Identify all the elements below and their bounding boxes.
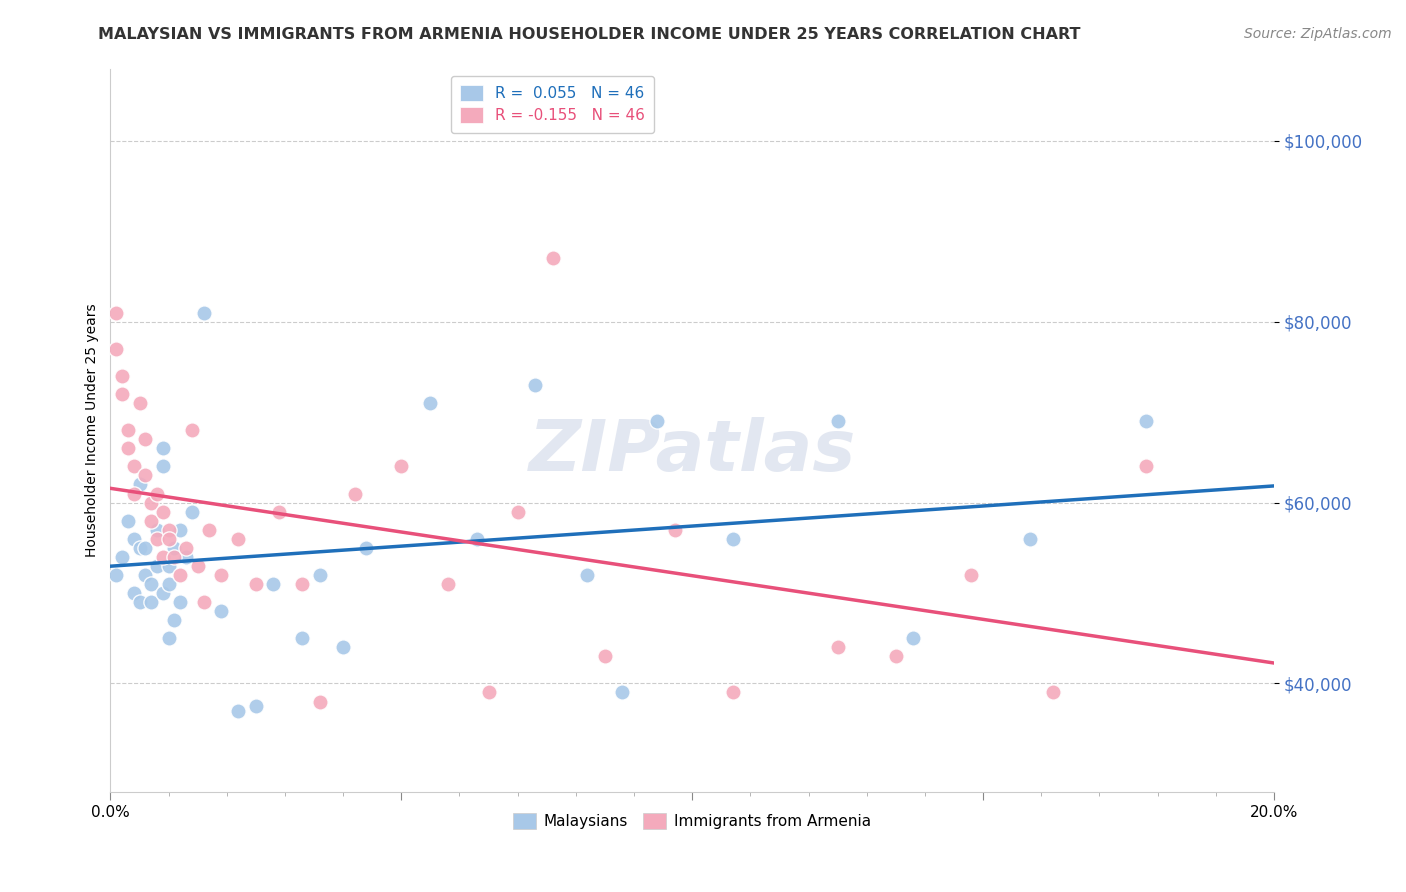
Point <box>827 414 849 428</box>
Y-axis label: Householder Income Under 25 years: Householder Income Under 25 years <box>86 303 100 557</box>
Point <box>157 577 180 591</box>
Point <box>389 459 412 474</box>
Point <box>576 568 599 582</box>
Point <box>180 505 202 519</box>
Point <box>827 640 849 655</box>
Point <box>664 523 686 537</box>
Point <box>157 523 180 537</box>
Point <box>343 486 366 500</box>
Text: ZIPatlas: ZIPatlas <box>529 417 856 486</box>
Point <box>332 640 354 655</box>
Point <box>117 514 139 528</box>
Point <box>356 541 378 555</box>
Point <box>721 532 744 546</box>
Point <box>105 342 128 356</box>
Point <box>262 577 284 591</box>
Point <box>437 577 460 591</box>
Point <box>193 595 215 609</box>
Text: Source: ZipAtlas.com: Source: ZipAtlas.com <box>1244 27 1392 41</box>
Point <box>122 459 145 474</box>
Point <box>152 505 174 519</box>
Point <box>139 495 162 509</box>
Point <box>478 685 501 699</box>
Point <box>960 568 983 582</box>
Point <box>128 477 150 491</box>
Point <box>465 532 488 546</box>
Point <box>647 414 669 428</box>
Point <box>122 486 145 500</box>
Point <box>180 423 202 437</box>
Point <box>721 685 744 699</box>
Point <box>593 649 616 664</box>
Point <box>139 595 162 609</box>
Point <box>174 549 197 564</box>
Point <box>152 442 174 456</box>
Point <box>122 586 145 600</box>
Point <box>105 568 128 582</box>
Legend: Malaysians, Immigrants from Armenia: Malaysians, Immigrants from Armenia <box>508 806 877 835</box>
Point <box>198 523 221 537</box>
Point <box>157 558 180 573</box>
Point <box>146 532 169 546</box>
Point <box>128 595 150 609</box>
Point <box>134 541 156 555</box>
Point <box>1135 459 1157 474</box>
Point <box>169 595 191 609</box>
Point <box>903 632 925 646</box>
Point <box>134 432 156 446</box>
Point <box>209 604 232 618</box>
Point <box>157 632 180 646</box>
Point <box>291 577 314 591</box>
Point <box>308 694 330 708</box>
Point <box>169 523 191 537</box>
Point <box>245 699 267 714</box>
Point <box>245 577 267 591</box>
Point <box>1042 685 1064 699</box>
Point <box>163 549 186 564</box>
Point <box>1018 532 1040 546</box>
Point <box>524 378 547 392</box>
Point <box>612 685 634 699</box>
Point <box>209 568 232 582</box>
Point <box>139 577 162 591</box>
Point <box>111 549 134 564</box>
Point <box>163 541 186 555</box>
Point <box>291 632 314 646</box>
Point <box>146 558 169 573</box>
Point <box>146 523 169 537</box>
Point <box>308 568 330 582</box>
Point <box>128 396 150 410</box>
Point <box>174 541 197 555</box>
Point <box>105 306 128 320</box>
Point <box>128 541 150 555</box>
Point <box>1135 414 1157 428</box>
Point <box>193 306 215 320</box>
Point <box>187 558 209 573</box>
Text: MALAYSIAN VS IMMIGRANTS FROM ARMENIA HOUSEHOLDER INCOME UNDER 25 YEARS CORRELATI: MALAYSIAN VS IMMIGRANTS FROM ARMENIA HOU… <box>98 27 1081 42</box>
Point <box>134 568 156 582</box>
Point <box>419 396 441 410</box>
Point <box>157 532 180 546</box>
Point <box>134 468 156 483</box>
Point <box>541 252 564 266</box>
Point <box>139 514 162 528</box>
Point <box>269 505 291 519</box>
Point <box>163 613 186 627</box>
Point <box>111 387 134 401</box>
Point <box>152 586 174 600</box>
Point <box>146 486 169 500</box>
Point <box>506 505 529 519</box>
Point <box>152 459 174 474</box>
Point <box>884 649 907 664</box>
Point <box>152 549 174 564</box>
Point <box>228 704 250 718</box>
Point <box>228 532 250 546</box>
Point <box>111 369 134 384</box>
Point <box>117 442 139 456</box>
Point <box>122 532 145 546</box>
Point <box>117 423 139 437</box>
Point <box>169 568 191 582</box>
